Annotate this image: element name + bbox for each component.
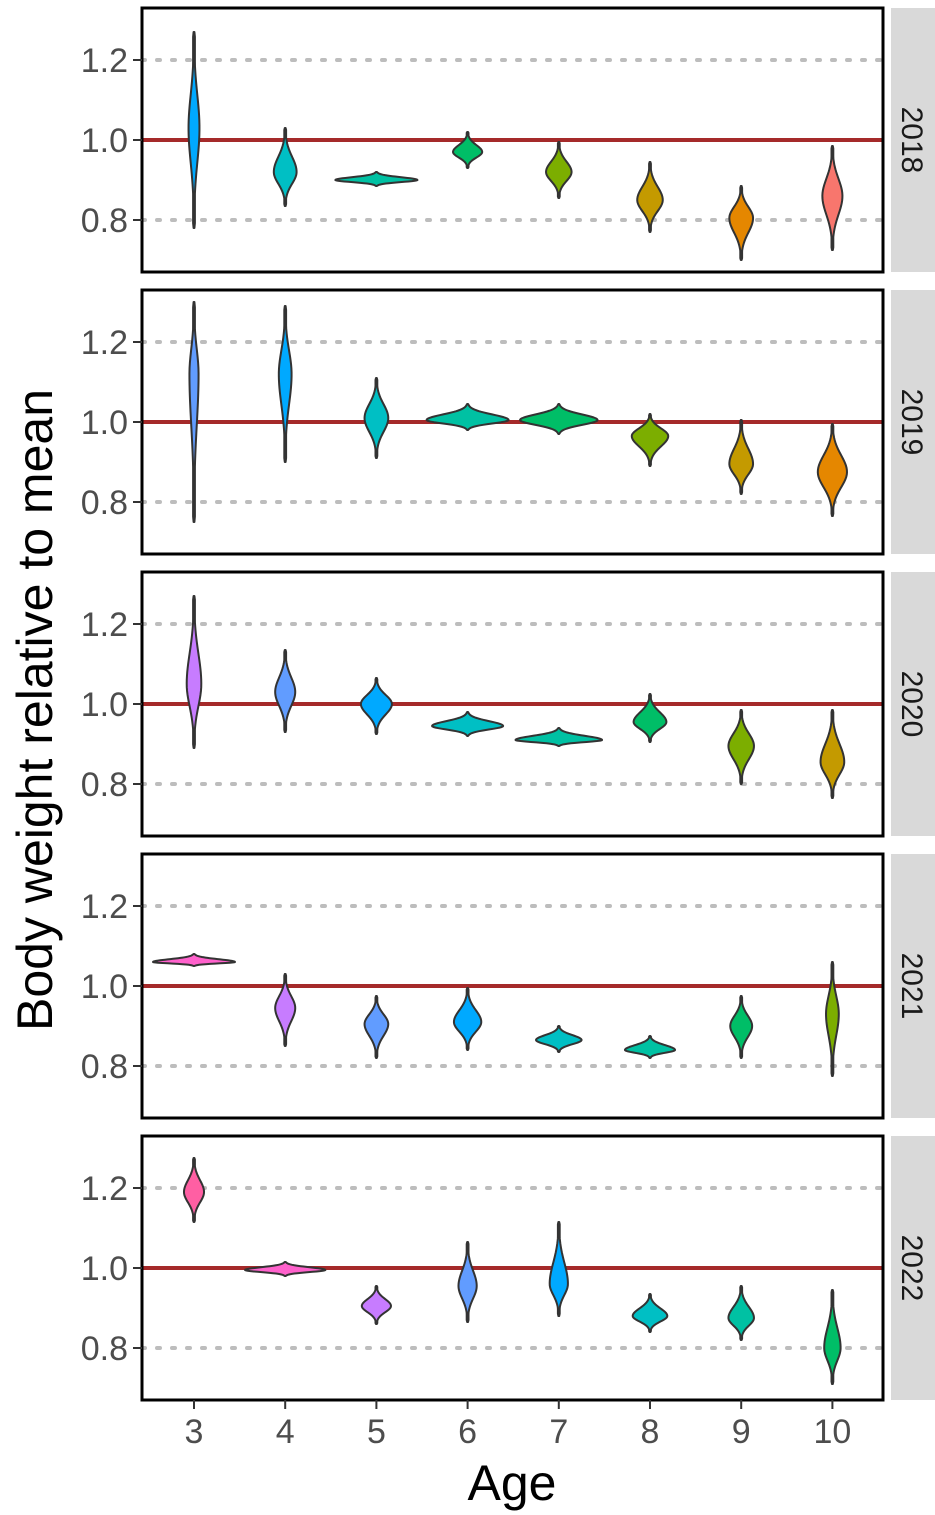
facet-strip	[891, 290, 935, 554]
x-tick-label: 5	[367, 1413, 386, 1451]
violin-age-5	[363, 377, 390, 459]
x-axis: 3 4 5 6 7 8 9 10	[185, 1400, 851, 1451]
violin-age-9	[728, 419, 755, 495]
violin-age-3	[188, 301, 200, 523]
violin-age-10	[825, 961, 840, 1077]
y-tick-label: 1.2	[81, 324, 128, 362]
y-tick-label: 1.2	[81, 888, 128, 926]
facet-strip	[891, 8, 935, 272]
violin-age-7	[519, 403, 599, 435]
x-tick-label: 8	[641, 1413, 660, 1451]
y-tick-label: 1.2	[81, 42, 128, 80]
violin-age-5	[359, 677, 393, 735]
violin-age-7	[548, 1221, 569, 1317]
facet-panel-2022: 0.8 1.0 1.2 2022	[81, 1134, 935, 1402]
violin-age-8	[632, 693, 668, 743]
violin-age-8	[631, 1293, 669, 1333]
y-tick-label: 1.2	[81, 1170, 128, 1208]
violin-age-3	[185, 595, 203, 749]
facet-strip-label: 2021	[895, 953, 928, 1020]
violin-age-4	[244, 1261, 327, 1277]
violin-age-4	[274, 649, 297, 733]
facet-strip-label: 2019	[895, 389, 928, 456]
y-tick-label: 1.2	[81, 606, 128, 644]
violin-age-9	[727, 1285, 755, 1341]
violin-age-6	[431, 711, 505, 737]
facet-panel-2018: 0.8 1.0 1.2 2018	[81, 6, 935, 274]
facet-panel-2020: 0.8 1.0 1.2 2020	[81, 570, 935, 838]
violin-age-6	[452, 987, 483, 1051]
y-tick-label: 1.0	[81, 968, 128, 1006]
x-tick-label: 4	[276, 1413, 295, 1451]
violin-age-3	[187, 31, 201, 229]
violin-age-7	[514, 727, 604, 747]
y-axis-title: Body weight relative to mean	[7, 389, 63, 1031]
facet-panels: 0.81.01.220180.81.01.220190.81.01.220200…	[81, 6, 935, 1402]
violin-age-10	[819, 709, 846, 799]
y-tick-label: 0.8	[81, 766, 128, 804]
x-tick-label: 6	[458, 1413, 477, 1451]
violin-age-9	[728, 185, 755, 261]
y-tick-label: 0.8	[81, 484, 128, 522]
violin-age-7	[545, 141, 573, 199]
y-tick-label: 1.0	[81, 686, 128, 724]
y-tick-label: 0.8	[81, 1048, 128, 1086]
facet-strip-label: 2018	[895, 107, 928, 174]
y-tick-label: 0.8	[81, 202, 128, 240]
x-tick-label: 3	[185, 1413, 204, 1451]
violin-age-5	[334, 171, 419, 187]
facet-strip	[891, 1136, 935, 1400]
violin-age-8	[623, 1035, 677, 1059]
violin-age-4	[274, 973, 297, 1047]
x-tick-label: 9	[732, 1413, 751, 1451]
violin-age-10	[823, 1289, 842, 1385]
facet-strip	[891, 854, 935, 1118]
violin-age-9	[727, 709, 755, 785]
violin-age-7	[535, 1025, 583, 1053]
facet-panel-2021: 0.8 1.0 1.2 2021	[81, 852, 935, 1120]
violin-age-10	[821, 145, 844, 251]
violin-age-3	[182, 1157, 206, 1223]
facet-strip-label: 2020	[895, 671, 928, 738]
x-tick-label: 10	[813, 1413, 851, 1451]
violin-age-5	[363, 995, 390, 1059]
violin-age-6	[457, 1241, 478, 1323]
violin-age-4	[277, 305, 293, 463]
violin-age-8	[630, 413, 670, 467]
violin-age-9	[729, 995, 754, 1059]
x-tick-label: 7	[549, 1413, 568, 1451]
violin-age-8	[636, 161, 664, 233]
y-tick-label: 1.0	[81, 1250, 128, 1288]
violin-age-6	[452, 131, 484, 169]
violin-age-3	[152, 953, 236, 967]
y-tick-label: 1.0	[81, 404, 128, 442]
violin-age-4	[272, 127, 298, 207]
facet-strip	[891, 572, 935, 836]
violin-age-10	[816, 423, 848, 517]
x-axis-title: Age	[468, 1455, 557, 1511]
facet-strip-label: 2022	[895, 1235, 928, 1302]
y-tick-label: 1.0	[81, 122, 128, 160]
y-tick-label: 0.8	[81, 1330, 128, 1368]
violin-age-5	[360, 1285, 392, 1325]
facet-panel-2019: 0.8 1.0 1.2 2019	[81, 288, 935, 556]
violin-age-6	[425, 403, 510, 431]
